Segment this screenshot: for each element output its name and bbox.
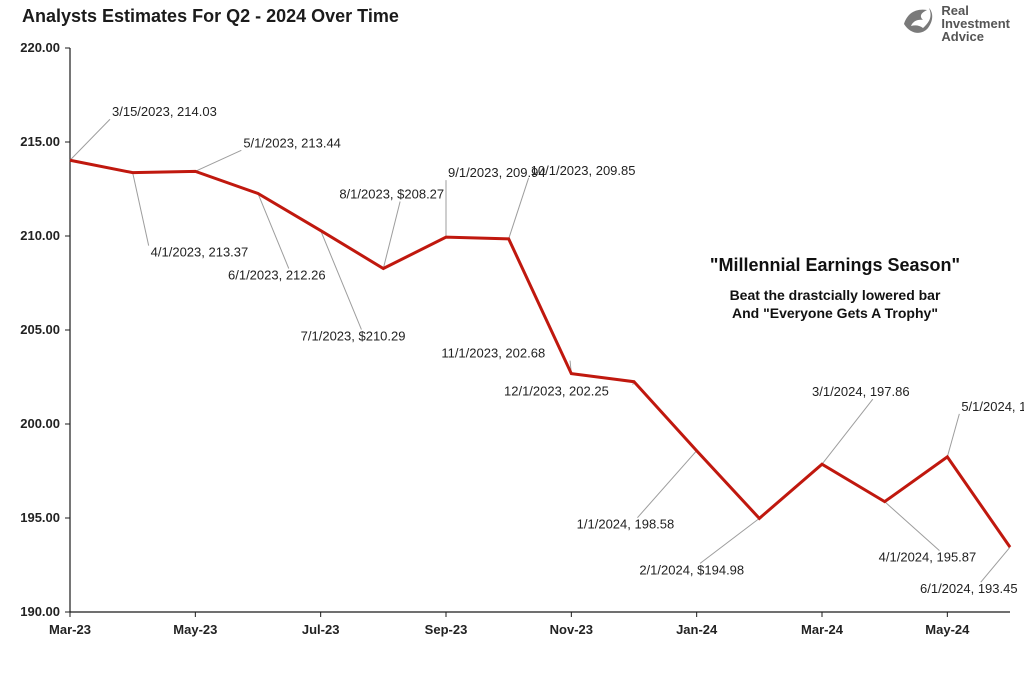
y-tick-label: 210.00: [20, 228, 60, 243]
point-callout: 10/1/2023, 209.85: [531, 163, 636, 178]
x-tick-label: Mar-24: [801, 622, 844, 637]
x-tick-label: Jan-24: [676, 622, 718, 637]
point-callout: 4/1/2023, 213.37: [151, 245, 249, 260]
point-callout: 11/1/2023, 202.68: [441, 346, 545, 361]
point-callout: 3/1/2024, 197.86: [812, 384, 910, 399]
point-callout: 1/1/2024, 198.58: [577, 517, 675, 532]
chart-plot: 190.00 195.00 200.00 205.00 210.00 215.00 220.…: [0, 0, 1024, 674]
x-tick-label: Jul-23: [302, 622, 340, 637]
point-callout: 12/1/2023, 202.25: [504, 384, 609, 399]
y-tick-label: 200.00: [20, 416, 60, 431]
point-callout: 2/1/2024, $194.98: [639, 562, 744, 577]
annotation-sub-1: Beat the drastcially lowered bar: [690, 287, 980, 303]
point-callout: 5/1/2024, 198.25: [961, 399, 1024, 414]
y-tick-label: 215.00: [20, 134, 60, 149]
y-tick-label: 220.00: [20, 40, 60, 55]
y-tick-label: 195.00: [20, 510, 60, 525]
x-tick-label: Sep-23: [425, 622, 468, 637]
x-tick-label: Nov-23: [550, 622, 593, 637]
point-callout: 6/1/2024, 193.45: [920, 581, 1018, 596]
point-callout: 5/1/2023, 213.44: [243, 135, 341, 150]
point-callout: 7/1/2023, $210.29: [301, 329, 406, 344]
x-tick-label: May-23: [173, 622, 217, 637]
point-callout: 3/15/2023, 214.03: [112, 104, 217, 119]
annotation-sub-2: And "Everyone Gets A Trophy": [690, 305, 980, 321]
point-callout: 6/1/2023, 212.26: [228, 268, 326, 283]
y-tick-label: 190.00: [20, 604, 60, 619]
point-callout: 4/1/2024, 195.87: [879, 550, 977, 565]
x-tick-label: Mar-23: [49, 622, 91, 637]
point-callout: 8/1/2023, $208.27: [339, 187, 444, 202]
chart-container: Analysts Estimates For Q2 - 2024 Over Ti…: [0, 0, 1024, 674]
x-tick-label: May-24: [925, 622, 970, 637]
annotation-title: "Millennial Earnings Season": [690, 255, 980, 276]
y-tick-label: 205.00: [20, 322, 60, 337]
